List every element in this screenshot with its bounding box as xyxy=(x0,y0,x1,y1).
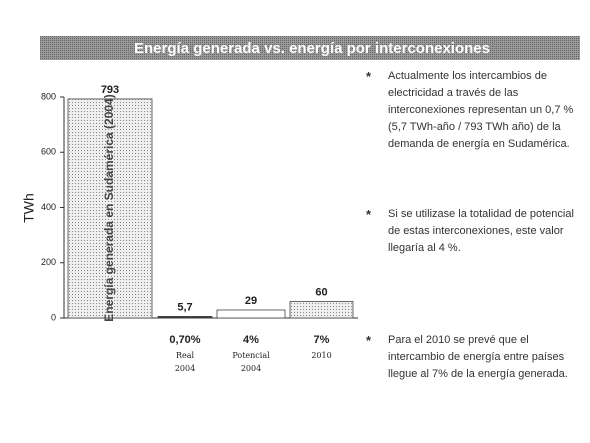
category-label-line: Real xyxy=(176,351,195,360)
bullet: * Actualmente los intercambios de electri… xyxy=(366,68,586,153)
category-label: Potencial 2004 xyxy=(232,351,270,373)
percent-label: 4% xyxy=(243,334,259,346)
category-label: 2010 xyxy=(311,351,331,360)
value-label: 60 xyxy=(315,286,327,298)
bullet-marker: * xyxy=(366,207,372,222)
category-label-line: 2004 xyxy=(175,364,195,373)
bullet-text: Actualmente los intercambios de electric… xyxy=(388,70,574,150)
title-bar xyxy=(40,36,580,60)
category-label-line: 2010 xyxy=(311,351,331,360)
bar xyxy=(157,316,213,319)
percent-label: 0,70% xyxy=(169,334,200,346)
y-axis-label: TWh xyxy=(21,193,37,223)
bar xyxy=(216,309,286,319)
title: Energía generada vs. energía por interco… xyxy=(134,40,490,57)
value-label: 793 xyxy=(101,84,119,96)
bullet-text: Para el 2010 se prevé que el intercambio… xyxy=(388,334,568,380)
category-label-line: 2004 xyxy=(241,364,261,373)
y-tick-label: 600 xyxy=(41,147,56,157)
category-label-line: Potencial xyxy=(232,351,270,360)
y-tick-label: 0 xyxy=(51,312,56,322)
percent-label: 7% xyxy=(314,334,330,346)
bullet-marker: * xyxy=(366,333,372,348)
bullet: * Para el 2010 se prevé que el intercambi… xyxy=(366,332,586,383)
y-tick-label: 200 xyxy=(41,257,56,267)
y-tick-label: 800 xyxy=(41,91,56,101)
y-tick-label: 400 xyxy=(41,202,56,212)
bar xyxy=(67,98,153,319)
bar xyxy=(289,301,354,319)
value-label: 29 xyxy=(245,295,257,307)
bullet: * Si se utilizase la totalidad de potenci… xyxy=(366,206,586,257)
category-label: Real 2004 xyxy=(175,351,195,373)
bar-inner-label: Energía generada en Sudamérica (2004) xyxy=(102,94,116,321)
value-label: 5,7 xyxy=(177,301,192,313)
bullet-marker: * xyxy=(366,69,372,84)
bullet-text: Si se utilizase la totalidad de potencia… xyxy=(388,208,574,254)
